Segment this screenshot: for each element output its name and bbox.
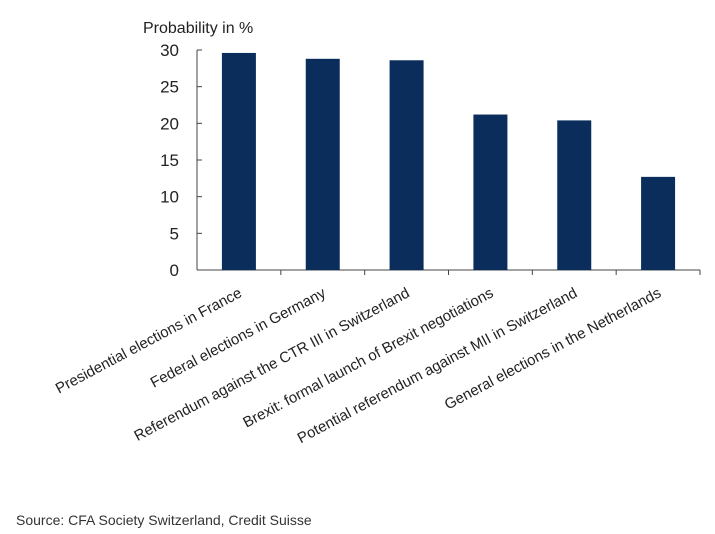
bar <box>641 176 676 270</box>
bar <box>473 114 508 271</box>
source-note: Source: CFA Society Switzerland, Credit … <box>16 512 312 528</box>
y-tick-label: 25 <box>160 78 179 97</box>
bar <box>305 58 340 270</box>
y-tick-label: 30 <box>160 41 179 60</box>
axes: 0 5 10 15 20 25 30 <box>160 41 701 280</box>
bars <box>221 52 676 271</box>
bar <box>389 60 424 271</box>
bar <box>221 52 256 270</box>
category-labels: Presidential elections in FranceFederal … <box>53 284 664 447</box>
y-tick-label: 5 <box>170 224 179 243</box>
y-tick-label: 10 <box>160 188 179 207</box>
y-tick-label: 15 <box>160 151 179 170</box>
y-tick-label: 20 <box>160 114 179 133</box>
y-tick-label: 0 <box>170 261 179 280</box>
bar <box>557 120 592 271</box>
y-axis-label: Probability in % <box>143 20 253 37</box>
